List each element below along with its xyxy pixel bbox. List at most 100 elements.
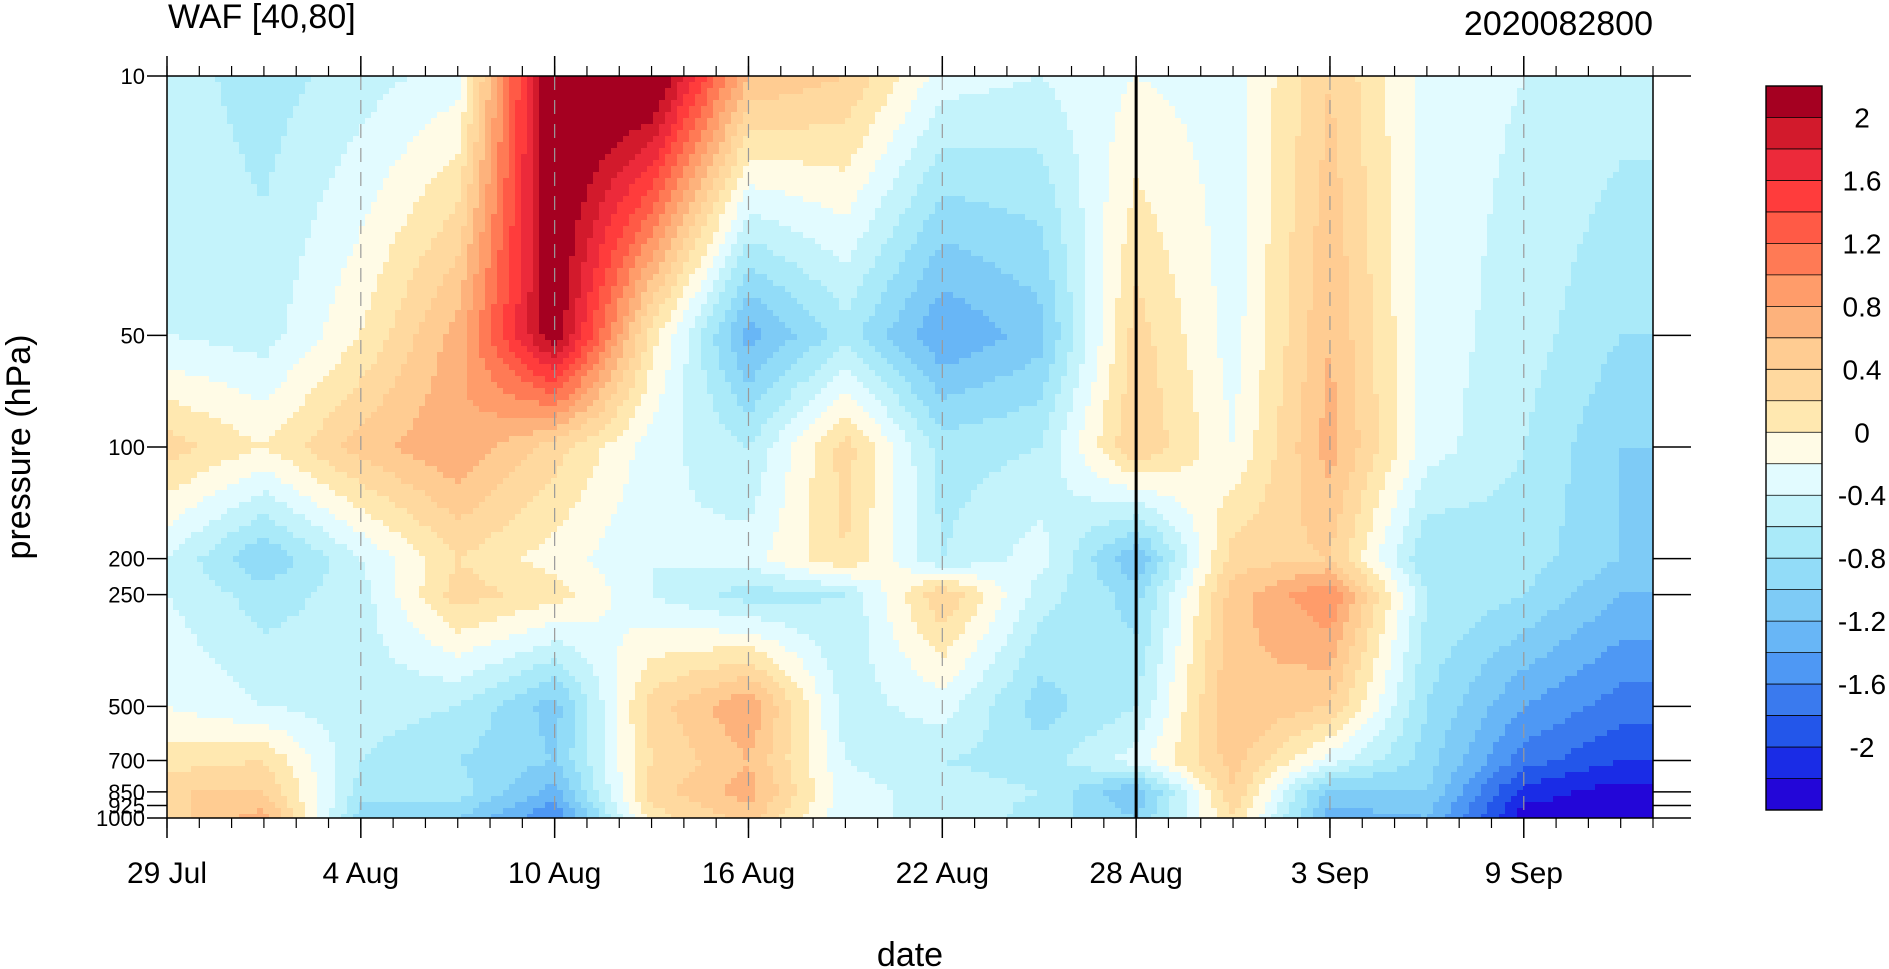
contour-cell	[329, 292, 336, 299]
contour-cell	[341, 556, 348, 563]
contour-cell	[299, 724, 306, 731]
contour-cell	[335, 298, 342, 305]
contour-cell	[389, 106, 396, 113]
contour-cell	[179, 544, 186, 551]
contour-cell	[371, 694, 378, 701]
contour-cell	[203, 784, 210, 791]
contour-cell	[395, 106, 402, 113]
contour-cell	[365, 358, 372, 365]
contour-cell	[257, 148, 264, 155]
contour-cell	[335, 748, 342, 755]
contour-cell	[269, 94, 276, 101]
contour-cell	[359, 232, 366, 239]
contour-cell	[227, 718, 234, 725]
contour-cell	[335, 604, 342, 611]
contour-cell	[401, 112, 408, 119]
contour-cell	[227, 598, 234, 605]
contour-cell	[287, 256, 294, 263]
contour-cell	[371, 160, 378, 167]
contour-cell	[245, 670, 252, 677]
contour-cell	[317, 442, 324, 449]
contour-cell	[269, 106, 276, 113]
contour-cell	[233, 766, 240, 773]
contour-cell	[239, 772, 246, 779]
contour-cell	[293, 316, 300, 323]
contour-cell	[227, 448, 234, 455]
contour-cell	[353, 730, 360, 737]
contour-cell	[167, 640, 174, 647]
contour-cell	[215, 778, 222, 785]
contour-cell	[377, 634, 384, 641]
contour-cell	[281, 760, 288, 767]
contour-cell	[395, 334, 402, 341]
contour-cell	[263, 802, 270, 809]
contour-cell	[275, 82, 282, 89]
contour-cell	[401, 502, 408, 509]
contour-cell	[173, 712, 180, 719]
contour-cell	[269, 604, 276, 611]
contour-cell	[191, 106, 198, 113]
contour-cell	[317, 394, 324, 401]
contour-cell	[281, 472, 288, 479]
contour-cell	[341, 496, 348, 503]
contour-cell	[251, 796, 258, 803]
contour-cell	[257, 748, 264, 755]
contour-cell	[191, 322, 198, 329]
contour-cell	[341, 376, 348, 383]
contour-cell	[287, 742, 294, 749]
contour-cell	[191, 562, 198, 569]
contour-cell	[167, 220, 174, 227]
contour-cell	[329, 736, 336, 743]
contour-cell	[347, 190, 354, 197]
contour-cell	[179, 562, 186, 569]
contour-cell	[311, 730, 318, 737]
contour-cell	[377, 118, 384, 125]
contour-cell	[347, 262, 354, 269]
contour-cell	[227, 304, 234, 311]
contour-cell	[287, 700, 294, 707]
contour-cell	[263, 256, 270, 263]
contour-cell	[389, 736, 396, 743]
contour-cell	[329, 688, 336, 695]
contour-cell	[179, 178, 186, 185]
contour-cell	[239, 808, 246, 815]
contour-cell	[245, 538, 252, 545]
contour-cell	[305, 586, 312, 593]
contour-cell	[377, 76, 384, 83]
contour-cell	[215, 652, 222, 659]
contour-cell	[173, 298, 180, 305]
contour-cell	[167, 322, 174, 329]
contour-cell	[353, 376, 360, 383]
contour-cell	[269, 430, 276, 437]
contour-cell	[377, 556, 384, 563]
contour-cell	[293, 394, 300, 401]
contour-cell	[371, 358, 378, 365]
contour-cell	[341, 346, 348, 353]
contour-cell	[341, 586, 348, 593]
contour-cell	[305, 358, 312, 365]
contour-cell	[317, 304, 324, 311]
contour-cell	[239, 448, 246, 455]
contour-cell	[173, 748, 180, 755]
contour-cell	[281, 328, 288, 335]
contour-cell	[347, 574, 354, 581]
contour-cell	[365, 100, 372, 107]
contour-cell	[407, 196, 414, 203]
contour-cell	[341, 646, 348, 653]
contour-cell	[227, 682, 234, 689]
contour-cell	[389, 118, 396, 125]
contour-cell	[239, 154, 246, 161]
contour-cell	[323, 316, 330, 323]
contour-cell	[305, 418, 312, 425]
contour-cell	[335, 544, 342, 551]
contour-cell	[353, 82, 360, 89]
contour-cell	[323, 172, 330, 179]
contour-cell	[407, 214, 414, 221]
contour-cell	[215, 340, 222, 347]
contour-cell	[311, 196, 318, 203]
contour-cell	[227, 694, 234, 701]
contour-cell	[347, 244, 354, 251]
contour-cell	[173, 106, 180, 113]
contour-cell	[191, 370, 198, 377]
contour-cell	[185, 238, 192, 245]
